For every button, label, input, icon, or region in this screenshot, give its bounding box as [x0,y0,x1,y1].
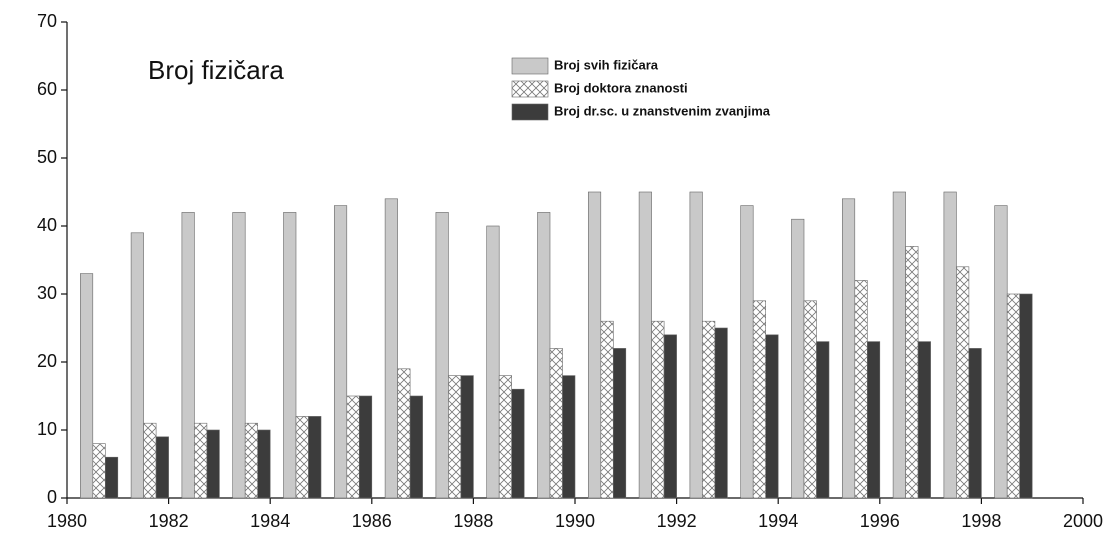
bar [663,334,677,499]
legend-swatch-hatch [512,81,548,97]
bar [283,212,297,499]
x-tick-label: 1982 [149,511,189,531]
bar-hatch [346,396,360,498]
bar [384,198,398,499]
legend-swatch [511,57,549,75]
bar [486,225,500,499]
bar [80,273,94,499]
bar-hatch [956,266,969,498]
bar [689,191,703,499]
x-tick-label: 1996 [860,511,900,531]
bar-hatch [600,321,614,498]
bar [612,348,627,499]
y-tick-label: 70 [37,11,57,31]
bar-hatch [702,321,715,498]
y-tick-label: 10 [37,419,57,439]
bar-hatch [804,300,817,498]
bar-hatch [854,280,868,498]
bar [841,198,856,499]
y-tick-label: 20 [37,351,57,371]
bar-hatch [1007,294,1020,498]
bar [816,341,830,499]
bar [714,327,728,499]
bar [181,212,195,499]
y-tick-label: 40 [37,215,57,235]
y-tick-label: 60 [37,79,57,99]
bar-hatch [143,423,157,498]
bar-hatch [397,368,411,498]
bar-hatch [92,443,106,498]
bar [105,456,119,499]
x-tick-label: 1980 [47,511,87,531]
legend-label: Broj svih fizičara [554,57,659,72]
bar [232,212,246,499]
bar [308,416,322,499]
bar [638,191,652,499]
bar-hatch [245,423,258,498]
x-tick-label: 2000 [1063,511,1103,531]
bar [943,191,957,499]
bar [740,205,754,499]
bar [358,395,373,499]
bar [587,191,602,499]
bar [460,375,474,499]
x-tick-label: 1988 [453,511,493,531]
bar [917,341,931,499]
bar [537,212,551,499]
bar-hatch [296,416,309,498]
bar [155,436,169,499]
x-tick-label: 1994 [758,511,798,531]
x-tick-label: 1992 [657,511,697,531]
y-tick-label: 50 [37,147,57,167]
x-tick-label: 1986 [352,511,392,531]
bar [257,429,271,499]
legend-label: Broj doktora znanosti [554,80,688,95]
bar-hatch [194,423,207,498]
bar-hatch [753,300,766,498]
bar [765,334,779,499]
x-tick-label: 1998 [961,511,1001,531]
bar [435,212,449,499]
bar [866,341,881,499]
bar [333,205,348,499]
bar [994,205,1008,499]
y-tick-label: 30 [37,283,57,303]
bar-hatch [651,321,665,498]
bar-hatch [905,246,919,498]
legend-label: Broj dr.sc. u znanstvenim zvanjima [554,103,771,118]
bar-hatch [499,375,512,498]
x-tick-label: 1984 [250,511,290,531]
bar [968,348,982,499]
bar [892,191,906,499]
bar [791,218,805,499]
bar-hatch [448,375,461,498]
bar-hatch [550,348,563,498]
bar [511,388,525,499]
bar [206,429,220,499]
legend-swatch [511,103,549,121]
chart-title: Broj fizičara [148,55,284,85]
bar [1019,293,1033,499]
bar [409,395,423,499]
bar [562,375,576,499]
x-tick-label: 1990 [555,511,595,531]
bar [130,232,144,499]
y-tick-label: 0 [47,487,57,507]
